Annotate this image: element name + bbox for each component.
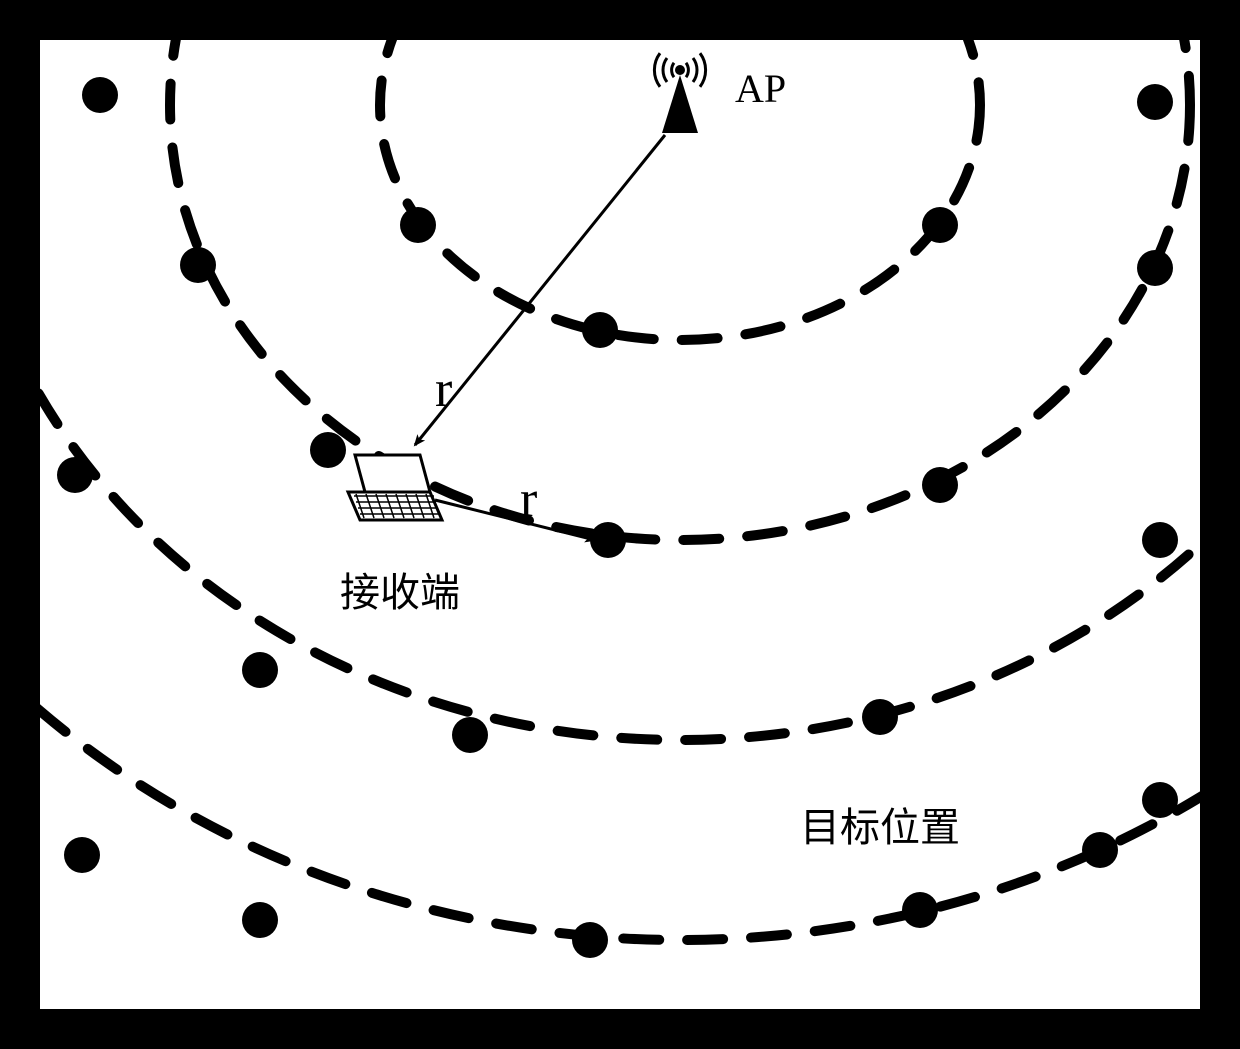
fresnel-ring-4 — [0, 0, 1240, 940]
target-point — [922, 207, 958, 243]
diagram-svg — [0, 0, 1240, 1049]
target-point — [1142, 522, 1178, 558]
target-point — [590, 522, 626, 558]
target-point — [1142, 782, 1178, 818]
target-point — [1137, 84, 1173, 120]
target-point — [180, 247, 216, 283]
arrow-r1 — [415, 135, 665, 445]
target-points-group — [57, 77, 1178, 958]
target-point — [1137, 250, 1173, 286]
receiver-laptop-icon — [348, 455, 442, 520]
target-point — [82, 77, 118, 113]
target-point — [57, 457, 93, 493]
diagram-container: AP 接收端 r r 目标位置 — [0, 0, 1240, 1049]
ap-antenna-icon — [654, 53, 705, 133]
target-point — [902, 892, 938, 928]
target-point — [400, 207, 436, 243]
fresnel-ring-3 — [0, 0, 1240, 740]
target-point — [64, 837, 100, 873]
target-point — [922, 467, 958, 503]
target-point — [1082, 832, 1118, 868]
fresnel-rings — [0, 0, 1240, 940]
fresnel-ring-1 — [380, 0, 980, 340]
target-point — [242, 902, 278, 938]
target-point — [572, 922, 608, 958]
target-point — [452, 717, 488, 753]
target-point — [862, 699, 898, 735]
arrow-r2 — [435, 500, 595, 540]
target-point — [582, 312, 618, 348]
target-point — [310, 432, 346, 468]
target-point — [242, 652, 278, 688]
